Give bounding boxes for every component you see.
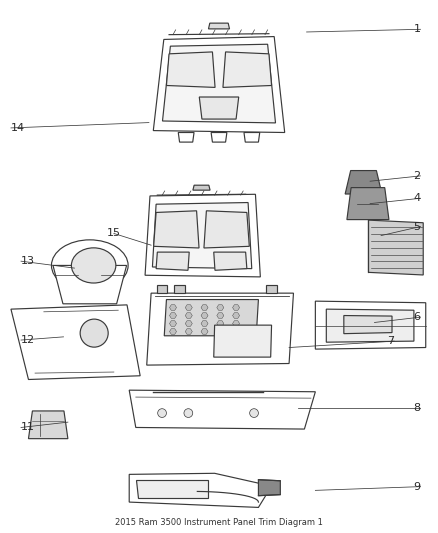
Text: 8: 8 xyxy=(413,403,420,413)
Circle shape xyxy=(184,409,193,417)
Polygon shape xyxy=(156,252,189,270)
Circle shape xyxy=(80,319,108,347)
Polygon shape xyxy=(170,321,177,326)
Polygon shape xyxy=(129,473,272,507)
Text: 7: 7 xyxy=(387,336,394,346)
Polygon shape xyxy=(233,305,240,310)
Polygon shape xyxy=(147,293,293,365)
Circle shape xyxy=(250,409,258,417)
Polygon shape xyxy=(185,305,192,310)
Polygon shape xyxy=(152,203,252,269)
Polygon shape xyxy=(217,321,224,326)
Polygon shape xyxy=(315,301,426,349)
Polygon shape xyxy=(185,329,192,334)
Polygon shape xyxy=(157,285,167,293)
Polygon shape xyxy=(164,300,258,336)
Polygon shape xyxy=(185,321,192,326)
Polygon shape xyxy=(368,220,423,275)
Polygon shape xyxy=(170,329,177,334)
Text: 14: 14 xyxy=(11,123,25,133)
Polygon shape xyxy=(201,305,208,310)
Polygon shape xyxy=(193,185,210,190)
Polygon shape xyxy=(214,252,247,270)
Polygon shape xyxy=(201,321,208,326)
Polygon shape xyxy=(344,316,392,334)
Polygon shape xyxy=(345,171,382,194)
Polygon shape xyxy=(11,305,140,379)
Polygon shape xyxy=(28,411,68,439)
Text: 4: 4 xyxy=(413,193,420,203)
Polygon shape xyxy=(258,480,280,496)
Polygon shape xyxy=(201,329,208,334)
Polygon shape xyxy=(28,329,49,346)
Polygon shape xyxy=(154,211,199,248)
Polygon shape xyxy=(145,194,260,277)
Text: 1: 1 xyxy=(413,25,420,34)
Polygon shape xyxy=(326,309,414,342)
Polygon shape xyxy=(217,313,224,318)
Polygon shape xyxy=(178,133,194,142)
Ellipse shape xyxy=(51,240,128,291)
Polygon shape xyxy=(53,265,127,304)
Polygon shape xyxy=(174,285,185,293)
Polygon shape xyxy=(214,325,272,357)
Polygon shape xyxy=(204,211,249,248)
Polygon shape xyxy=(162,44,276,123)
Polygon shape xyxy=(211,133,227,142)
Ellipse shape xyxy=(71,248,116,283)
Polygon shape xyxy=(233,321,240,326)
Polygon shape xyxy=(136,480,208,498)
Text: 12: 12 xyxy=(21,335,35,345)
Polygon shape xyxy=(217,329,224,334)
Polygon shape xyxy=(233,313,240,318)
Circle shape xyxy=(158,409,166,417)
Polygon shape xyxy=(129,390,315,429)
Polygon shape xyxy=(170,305,177,310)
Polygon shape xyxy=(217,305,224,310)
Polygon shape xyxy=(199,97,239,119)
Polygon shape xyxy=(244,133,260,142)
Text: 15: 15 xyxy=(107,229,121,238)
Polygon shape xyxy=(233,329,240,334)
Polygon shape xyxy=(185,313,192,318)
Polygon shape xyxy=(170,313,177,318)
Polygon shape xyxy=(208,23,230,29)
Text: 5: 5 xyxy=(413,222,420,231)
Text: 13: 13 xyxy=(21,256,35,266)
Polygon shape xyxy=(347,188,389,220)
Text: 2: 2 xyxy=(413,171,420,181)
Text: 2015 Ram 3500 Instrument Panel Trim Diagram 1: 2015 Ram 3500 Instrument Panel Trim Diag… xyxy=(115,518,323,527)
Text: 6: 6 xyxy=(413,312,420,322)
Text: 11: 11 xyxy=(21,423,35,432)
Polygon shape xyxy=(153,37,285,133)
Polygon shape xyxy=(223,52,272,87)
Polygon shape xyxy=(266,285,277,293)
Text: 9: 9 xyxy=(413,482,420,491)
Polygon shape xyxy=(201,313,208,318)
Polygon shape xyxy=(166,52,215,87)
Polygon shape xyxy=(22,324,61,352)
